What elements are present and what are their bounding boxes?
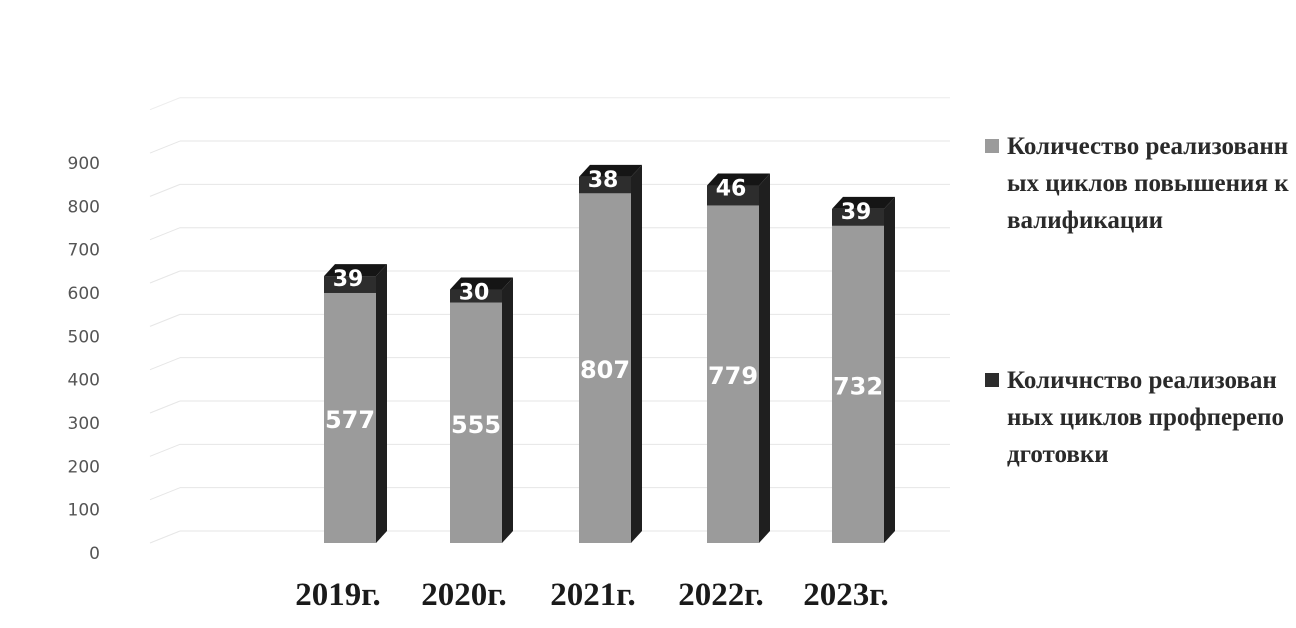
- gridline-slant: [149, 97, 181, 111]
- bar-top: [579, 164, 642, 177]
- bar-segment-2: [707, 185, 759, 206]
- bar-group: 779 46: [707, 173, 770, 544]
- gridline-slant: [149, 443, 181, 457]
- bar-layer: 577 39 555 30 807 38 779 46 732 39: [324, 164, 895, 544]
- gridline-slant: [149, 357, 181, 371]
- data-label-1: 779: [708, 362, 758, 390]
- x-tick-label: 2019г.: [295, 577, 381, 613]
- legend-swatch-2: [985, 373, 999, 387]
- y-tick-label: 0: [89, 544, 100, 564]
- grid-layer: [149, 97, 950, 544]
- gridline-slant: [149, 400, 181, 414]
- data-label-2: 38: [588, 168, 619, 193]
- bar-side: [884, 196, 895, 543]
- bar-top: [324, 264, 387, 277]
- legend-label-2: Количнство реализованных циклов профпере…: [1007, 367, 1285, 468]
- y-tick-label: 900: [68, 154, 100, 174]
- bar-segment-1: [707, 205, 759, 544]
- x-axis-ticks: 2019г. 2020г. 2021г. 2022г. 2023г.: [295, 577, 889, 613]
- y-tick-label: 700: [68, 241, 100, 261]
- legend-item-2: Количнство реализованных циклов профпере…: [985, 362, 1290, 473]
- gridline-slant: [149, 140, 181, 154]
- bar-group: 732 39: [832, 196, 895, 543]
- legend-swatch-1: [985, 139, 999, 153]
- data-label-2: 30: [459, 281, 490, 306]
- legend-label-1: Количество реализованных циклов повышени…: [1007, 133, 1289, 234]
- y-tick-label: 100: [68, 501, 100, 521]
- bar-top: [707, 173, 770, 186]
- bar-segment-2: [450, 289, 502, 303]
- legend-item-1: Количество реализованных циклов повышени…: [985, 128, 1290, 239]
- y-tick-label: 800: [68, 197, 100, 217]
- bar-segment-2: [832, 208, 884, 226]
- y-tick-label: 600: [68, 284, 100, 304]
- x-tick-label: 2023г.: [803, 577, 889, 613]
- bar-group: 807 38: [579, 164, 642, 543]
- gridline-slant: [149, 313, 181, 327]
- bar-group: 555 30: [450, 277, 513, 543]
- bar-side: [631, 164, 642, 543]
- bar-side: [759, 173, 770, 543]
- data-label-2: 39: [333, 267, 364, 292]
- y-tick-label: 500: [68, 327, 100, 347]
- data-label-2: 46: [716, 177, 747, 202]
- bar-side: [376, 264, 387, 543]
- bar-top: [450, 277, 513, 290]
- bar-segment-1: [832, 225, 884, 543]
- bar-segment-2: [579, 176, 631, 194]
- bar-group: 577 39: [324, 264, 387, 543]
- data-label-1: 555: [451, 411, 501, 439]
- y-tick-label: 300: [68, 414, 100, 434]
- bar-side: [502, 277, 513, 543]
- y-tick-label: 200: [68, 457, 100, 477]
- data-label-1: 577: [325, 406, 375, 434]
- gridline-slant: [149, 270, 181, 284]
- data-label-2: 39: [841, 200, 872, 225]
- x-tick-label: 2022г.: [678, 577, 764, 613]
- bar-top: [832, 196, 895, 209]
- data-label-1: 732: [833, 372, 883, 400]
- gridline-slant: [149, 530, 181, 544]
- y-axis-ticks: 0 100 200 300 400 500 600 700 800 900: [68, 154, 100, 564]
- bar-segment-1: [450, 302, 502, 543]
- bar-segment-2: [324, 276, 376, 293]
- gridline-slant: [149, 227, 181, 241]
- bar-segment-1: [579, 193, 631, 543]
- y-tick-label: 400: [68, 371, 100, 391]
- gridline-slant: [149, 183, 181, 197]
- gridline-slant: [149, 487, 181, 501]
- data-label-1: 807: [580, 356, 630, 384]
- x-tick-label: 2020г.: [421, 577, 507, 613]
- x-tick-label: 2021г.: [550, 577, 636, 613]
- bar-segment-1: [324, 292, 376, 543]
